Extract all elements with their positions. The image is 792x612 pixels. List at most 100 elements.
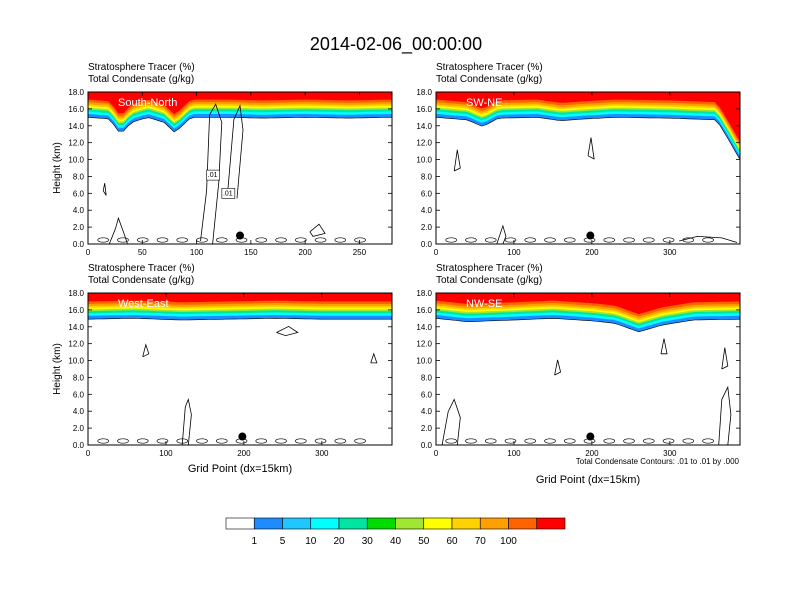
condensate-contour-3 bbox=[554, 359, 562, 376]
panel-label: NW-SE bbox=[466, 298, 502, 310]
ytick-label: 4.0 bbox=[73, 206, 85, 215]
ytick-label: 18.0 bbox=[68, 88, 84, 97]
panel-sw-ne: Stratosphere Tracer (%)Total Condensate … bbox=[416, 62, 741, 257]
cloud-contour bbox=[196, 438, 208, 444]
condensate-contour-1 bbox=[200, 103, 223, 244]
colorbar-label: 20 bbox=[333, 536, 345, 547]
ytick-label: 14.0 bbox=[416, 122, 432, 131]
plot-frame bbox=[435, 292, 741, 446]
condensate-contour-3 bbox=[679, 235, 738, 243]
plot-frame bbox=[87, 91, 393, 245]
condensate-contour-2 bbox=[227, 104, 244, 199]
colorbar-swatch bbox=[310, 517, 340, 530]
ytick-label: 2.0 bbox=[73, 223, 85, 232]
plot-area bbox=[436, 293, 740, 445]
panel-subtitle-condensate: Total Condensate (g/kg) bbox=[436, 275, 542, 286]
figure-title: 2014-02-06_00:00:00 bbox=[310, 34, 482, 55]
xtick-label: 300 bbox=[663, 449, 677, 458]
colorbar: 1 5 10 20 30 40 50 60 70 100 bbox=[225, 517, 566, 547]
ytick-label: 4.0 bbox=[421, 407, 433, 416]
panel-nw-se: Stratosphere Tracer (%)Total Condensate … bbox=[416, 263, 741, 486]
ytick-label: 12.0 bbox=[416, 340, 432, 349]
plot-area bbox=[88, 293, 392, 445]
cloud-contour bbox=[275, 438, 287, 444]
cloud-contour bbox=[334, 438, 347, 444]
cloud-contour bbox=[702, 237, 714, 243]
colorbar-swatch bbox=[253, 517, 283, 530]
panel-subtitle-condensate: Total Condensate (g/kg) bbox=[88, 275, 194, 286]
panels-group: Stratosphere Tracer (%)Total Condensate … bbox=[52, 62, 741, 486]
xtick-label: 100 bbox=[507, 248, 521, 257]
colorbar-swatch bbox=[225, 517, 255, 530]
xtick-label: 200 bbox=[585, 449, 599, 458]
cloud-contour bbox=[642, 438, 655, 444]
cloud-contour bbox=[484, 438, 497, 444]
cloud-contour bbox=[215, 237, 228, 243]
colorbar-label: 50 bbox=[418, 536, 430, 547]
panel-label: SW-NE bbox=[466, 97, 502, 109]
location-marker bbox=[236, 231, 244, 240]
cloud-contour bbox=[354, 237, 366, 243]
colorbar-swatch bbox=[366, 517, 396, 530]
cloud-contour bbox=[544, 438, 556, 444]
condensate-contour-3 bbox=[102, 183, 107, 196]
panel-subtitle-tracer: Stratosphere Tracer (%) bbox=[88, 62, 195, 73]
ytick-label: 14.0 bbox=[68, 122, 84, 131]
colorbar-swatch bbox=[479, 517, 509, 530]
cloud-contour bbox=[176, 237, 189, 243]
ytick-label: 2.0 bbox=[421, 223, 433, 232]
condensate-contour-4 bbox=[309, 223, 326, 237]
ytick-label: 6.0 bbox=[421, 189, 433, 198]
ytick-label: 0.0 bbox=[421, 240, 433, 249]
contour-label-box bbox=[206, 169, 220, 181]
cloud-contour bbox=[544, 237, 556, 243]
contour-label-box bbox=[221, 188, 236, 199]
condensate-contour-0 bbox=[496, 224, 507, 244]
xtick-label: 200 bbox=[585, 248, 599, 257]
tracer-band-8 bbox=[436, 92, 740, 142]
condensate-contour-0 bbox=[108, 216, 128, 244]
location-marker bbox=[238, 432, 247, 441]
condensate-contour-1 bbox=[142, 343, 150, 358]
panel-subtitle-condensate: Total Condensate (g/kg) bbox=[88, 74, 194, 85]
tropopause-contour bbox=[436, 318, 740, 333]
panel-subtitle-tracer: Stratosphere Tracer (%) bbox=[88, 263, 195, 274]
cloud-contour bbox=[662, 237, 675, 243]
tropopause-contour bbox=[88, 317, 392, 321]
ytick-label: 16.0 bbox=[416, 105, 432, 114]
ytick-label: 10.0 bbox=[68, 357, 84, 366]
cloud-contour bbox=[136, 438, 149, 444]
ytick-label: 8.0 bbox=[73, 373, 85, 382]
condensate-contour-0 bbox=[441, 398, 461, 445]
xtick-label: 250 bbox=[353, 248, 367, 257]
colorbar-swatch bbox=[508, 517, 538, 530]
location-marker bbox=[586, 231, 595, 240]
ytick-label: 0.0 bbox=[73, 441, 85, 450]
cloud-contour bbox=[255, 237, 268, 243]
condensate-contour-2 bbox=[721, 347, 729, 370]
cloud-contour bbox=[334, 237, 347, 243]
xtick-label: 100 bbox=[507, 449, 521, 458]
cloud-contour bbox=[642, 237, 655, 243]
contour-label: .01 bbox=[208, 172, 218, 179]
ytick-label: 18.0 bbox=[416, 88, 432, 97]
ytick-label: 6.0 bbox=[73, 390, 85, 399]
ytick-label: 2.0 bbox=[421, 424, 433, 433]
xtick-label: 200 bbox=[237, 449, 251, 458]
cloud-contour bbox=[465, 237, 477, 243]
ytick-label: 6.0 bbox=[421, 390, 433, 399]
cloud-contour bbox=[97, 237, 109, 243]
xtick-label: 100 bbox=[159, 449, 173, 458]
cloud-contour bbox=[97, 438, 109, 444]
xtick-label: 0 bbox=[434, 248, 439, 257]
ytick-label: 8.0 bbox=[73, 172, 85, 181]
xtick-label: 100 bbox=[190, 248, 204, 257]
contour-label: .01 bbox=[223, 190, 233, 197]
condensate-contour-2 bbox=[370, 352, 378, 364]
ytick-label: 2.0 bbox=[73, 424, 85, 433]
cloud-contour bbox=[354, 438, 366, 444]
colorbar-label: 70 bbox=[475, 536, 487, 547]
ytick-label: 18.0 bbox=[68, 289, 84, 298]
cloud-contour bbox=[662, 438, 675, 444]
condensate-contour-0 bbox=[181, 397, 192, 445]
